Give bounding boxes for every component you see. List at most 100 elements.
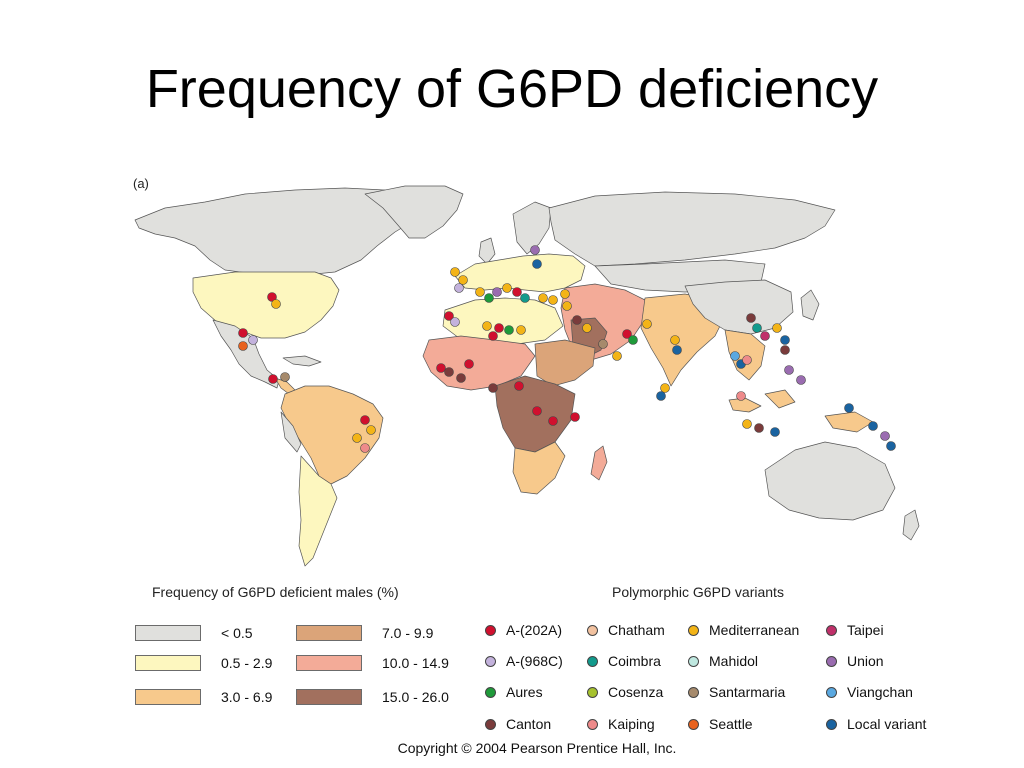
uk <box>478 237 496 265</box>
variant-legend-item: Seattle <box>688 715 753 733</box>
variant-marker <box>484 293 494 303</box>
variant-marker <box>464 359 474 369</box>
slide-title: Frequency of G6PD deficiency <box>145 59 879 119</box>
canada-region <box>134 187 426 277</box>
variants-legend-heading: Polymorphic G6PD variants <box>612 584 784 600</box>
variant-marker <box>492 287 502 297</box>
greenland <box>364 185 464 239</box>
variant-marker <box>760 331 770 341</box>
variant-marker <box>360 415 370 425</box>
variant-marker <box>444 311 454 321</box>
variant-dot <box>485 718 496 730</box>
variant-marker <box>538 293 548 303</box>
variant-marker <box>672 345 682 355</box>
variant-marker <box>450 317 460 327</box>
variant-dot <box>826 624 837 636</box>
southern-africa <box>512 441 566 495</box>
usa-region <box>192 271 340 339</box>
europe-main <box>454 253 586 293</box>
variant-marker <box>532 406 542 416</box>
variant-label: Cosenza <box>608 684 664 700</box>
variant-marker <box>622 329 632 339</box>
variant-marker <box>582 323 592 333</box>
variant-marker <box>780 335 790 345</box>
variant-marker <box>450 267 460 277</box>
variant-legend-item: Chatham <box>587 621 665 639</box>
horn-of-africa <box>534 339 596 387</box>
frequency-legend-item: 0.5 - 2.9 <box>135 654 272 672</box>
variant-marker <box>772 323 782 333</box>
variant-dot <box>485 624 496 636</box>
variant-label: Taipei <box>847 622 884 638</box>
frequency-label: 3.0 - 6.9 <box>221 689 273 705</box>
madagascar <box>590 445 608 481</box>
variant-marker <box>456 373 466 383</box>
frequency-swatch <box>296 655 362 671</box>
variant-marker <box>784 365 794 375</box>
variant-label: Coimbra <box>608 653 661 669</box>
variant-legend-item: Union <box>826 652 884 670</box>
scandinavia <box>512 201 552 255</box>
variant-marker <box>268 374 278 384</box>
variant-marker <box>736 391 746 401</box>
frequency-legend-item: < 0.5 <box>135 624 253 642</box>
frequency-label: 10.0 - 14.9 <box>382 655 449 671</box>
variant-dot <box>688 718 699 730</box>
variant-marker <box>548 416 558 426</box>
variant-marker <box>770 427 780 437</box>
variant-dot <box>826 686 837 698</box>
variant-label: Aures <box>506 684 543 700</box>
variant-marker <box>598 339 608 349</box>
variant-legend-item: A-(202A) <box>485 621 562 639</box>
frequency-label: < 0.5 <box>221 625 253 641</box>
variant-marker <box>436 363 446 373</box>
variant-legend-item: Local variant <box>826 715 926 733</box>
variant-legend-item: Canton <box>485 715 551 733</box>
variant-marker <box>742 355 752 365</box>
variant-marker <box>530 245 540 255</box>
variant-marker <box>560 289 570 299</box>
panel-label: (a) <box>133 176 149 191</box>
copyright-notice: Copyright © 2004 Pearson Prentice Hall, … <box>397 740 677 756</box>
variant-marker <box>516 325 526 335</box>
variant-dot <box>688 686 699 698</box>
variant-marker <box>488 331 498 341</box>
variant-marker <box>628 335 638 345</box>
variant-marker <box>488 383 498 393</box>
frequency-swatch <box>135 689 201 705</box>
indonesia-1 <box>728 397 762 413</box>
variant-label: Seattle <box>709 716 753 732</box>
korea-japan <box>800 289 820 321</box>
variant-legend-item: Mediterranean <box>688 621 799 639</box>
variant-marker <box>504 325 514 335</box>
variant-marker <box>454 283 464 293</box>
variant-marker <box>238 341 248 351</box>
frequency-swatch <box>135 655 201 671</box>
indonesia-2 <box>764 389 796 409</box>
variant-marker <box>844 403 854 413</box>
variant-label: Union <box>847 653 884 669</box>
variant-marker <box>548 295 558 305</box>
variant-marker <box>271 299 281 309</box>
variant-marker <box>280 372 290 382</box>
variant-marker <box>248 335 258 345</box>
variant-label: A-(968C) <box>506 653 563 669</box>
variant-legend-item: Aures <box>485 683 543 701</box>
variant-label: Mahidol <box>709 653 759 669</box>
variant-marker <box>494 323 504 333</box>
frequency-label: 0.5 - 2.9 <box>221 655 273 671</box>
variant-marker <box>532 259 542 269</box>
world-map <box>134 185 920 567</box>
variant-label: Canton <box>506 716 552 732</box>
south-america-south <box>298 455 338 567</box>
variant-legend-item: Kaiping <box>587 715 655 733</box>
variant-dot <box>485 686 496 698</box>
variant-dot <box>688 624 699 636</box>
variant-marker <box>754 423 764 433</box>
variant-marker <box>360 443 370 453</box>
variant-dot <box>587 718 598 730</box>
variant-label: Mediterranean <box>709 622 800 638</box>
variant-dot <box>587 624 598 636</box>
variant-marker <box>752 323 762 333</box>
variant-marker <box>562 301 572 311</box>
